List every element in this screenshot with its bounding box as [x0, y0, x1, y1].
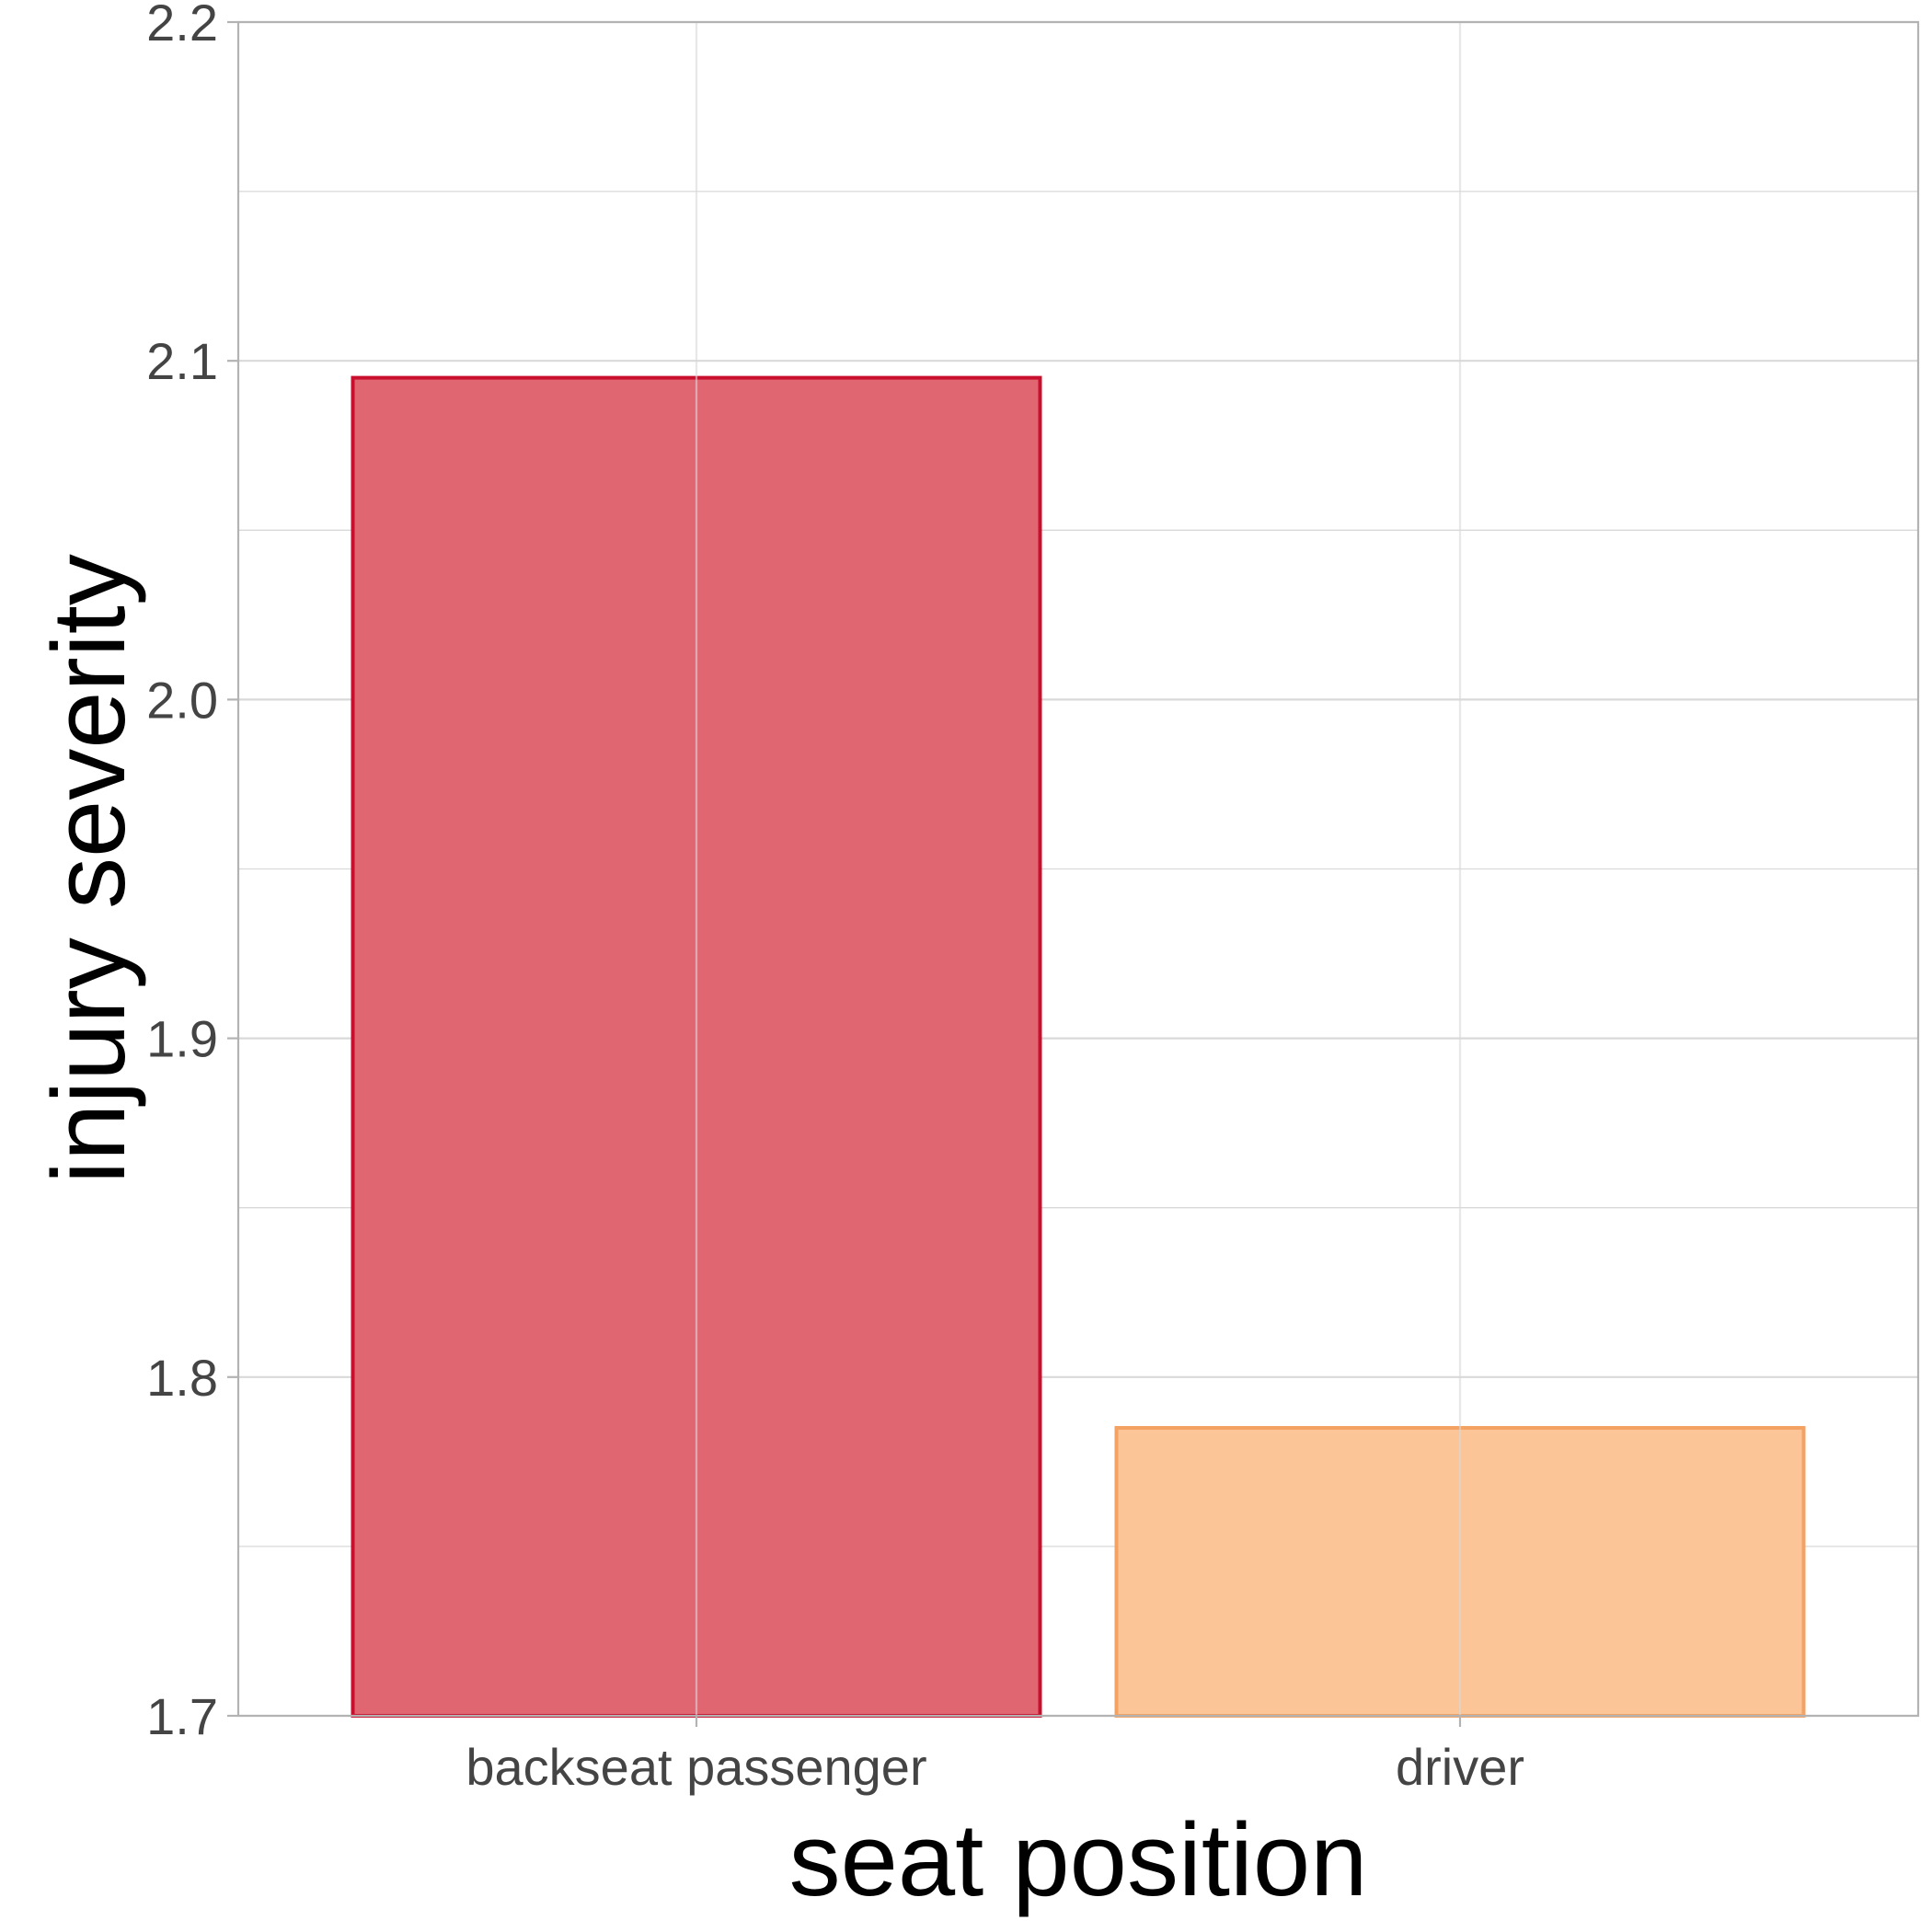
- x-tick-label: driver: [1396, 1738, 1524, 1796]
- x-axis-ticks: backseat passenger driver: [466, 1716, 1524, 1796]
- y-tick-label: 1.8: [146, 1349, 218, 1407]
- x-tick-label: backseat passenger: [466, 1738, 926, 1796]
- x-axis-title: seat position: [789, 1802, 1368, 1917]
- y-tick-label: 2.1: [146, 332, 218, 390]
- y-tick-label: 2.2: [146, 0, 218, 52]
- panel-border: [236, 20, 1920, 1718]
- y-axis-title: injury severity: [31, 554, 146, 1184]
- y-axis-ticks: 1.7 1.8 1.9 2.0 2.1 2.2: [146, 0, 238, 1745]
- y-tick-label: 2.0: [146, 671, 218, 729]
- y-tick-label: 1.7: [146, 1687, 218, 1745]
- y-tick-label: 1.9: [146, 1010, 218, 1068]
- bars: [351, 375, 1806, 1719]
- vertical-gridlines: [695, 22, 1462, 1716]
